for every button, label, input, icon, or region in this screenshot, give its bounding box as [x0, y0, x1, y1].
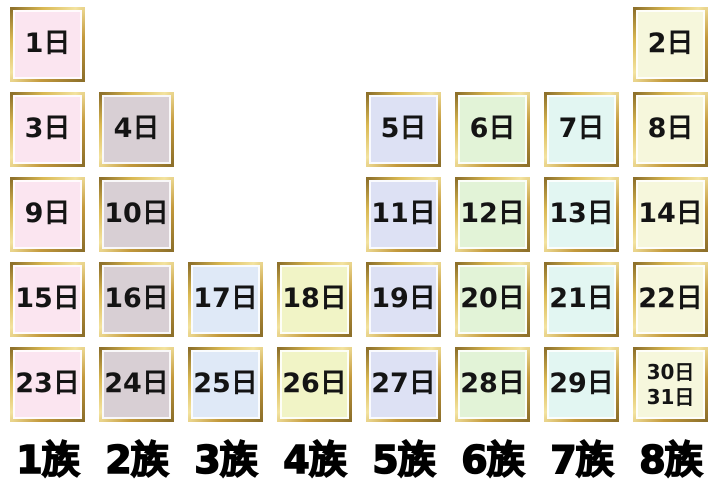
day-label: 18日: [282, 283, 347, 315]
day-cell: 28日: [455, 347, 530, 422]
day-cell: 6日: [455, 92, 530, 167]
day-cell: 26日: [277, 347, 352, 422]
day-cell: 29日: [544, 347, 619, 422]
day-label: 24日: [104, 368, 169, 400]
day-cell: 15日: [10, 262, 85, 337]
day-cell: 21日: [544, 262, 619, 337]
group-label: 1族: [16, 437, 81, 483]
day-cell: 4日: [99, 92, 174, 167]
day-cell: 18日: [277, 262, 352, 337]
day-label: 10日: [104, 198, 169, 230]
day-label: 23日: [15, 368, 80, 400]
day-cell: 24日: [99, 347, 174, 422]
day-label: 3日: [24, 113, 71, 145]
day-cell: 30日 31日: [633, 347, 708, 422]
day-label: 15日: [15, 283, 80, 315]
day-cell: 14日: [633, 177, 708, 252]
day-label: 5日: [380, 113, 427, 145]
day-label: 30日: [646, 359, 695, 384]
day-label: 26日: [282, 368, 347, 400]
day-label: 11日: [371, 198, 436, 230]
day-label: 8日: [647, 113, 694, 145]
day-cell: 16日: [99, 262, 174, 337]
day-cell: 27日: [366, 347, 441, 422]
day-cell: 8日: [633, 92, 708, 167]
day-label: 6日: [469, 113, 516, 145]
day-cell: 9日: [10, 177, 85, 252]
day-cell: 25日: [188, 347, 263, 422]
day-cell: 22日: [633, 262, 708, 337]
group-label: 2族: [105, 437, 170, 483]
day-cell: 1日: [10, 7, 85, 82]
day-label: 25日: [193, 368, 258, 400]
day-cell: 7日: [544, 92, 619, 167]
day-cell: 23日: [10, 347, 85, 422]
day-cell: 3日: [10, 92, 85, 167]
day-cell: 19日: [366, 262, 441, 337]
day-label: 31日: [646, 384, 695, 409]
day-label: 21日: [549, 283, 614, 315]
day-label: 13日: [549, 198, 614, 230]
day-cell: 11日: [366, 177, 441, 252]
day-label: 29日: [549, 368, 614, 400]
day-label: 2日: [647, 28, 694, 60]
day-cell: 2日: [633, 7, 708, 82]
day-label: 17日: [193, 283, 258, 315]
day-cell: 17日: [188, 262, 263, 337]
day-label: 28日: [460, 368, 525, 400]
day-label: 22日: [638, 283, 703, 315]
day-label: 14日: [638, 198, 703, 230]
group-label: 7族: [550, 437, 615, 483]
group-label: 6族: [461, 437, 526, 483]
group-label: 5族: [372, 437, 437, 483]
day-label: 4日: [113, 113, 160, 145]
day-cell: 13日: [544, 177, 619, 252]
group-label: 8族: [639, 437, 704, 483]
day-label: 20日: [460, 283, 525, 315]
day-label: 19日: [371, 283, 436, 315]
day-cell: 20日: [455, 262, 530, 337]
day-label: 12日: [460, 198, 525, 230]
day-cell: 10日: [99, 177, 174, 252]
day-cell: 12日: [455, 177, 530, 252]
day-label: 7日: [558, 113, 605, 145]
day-label: 16日: [104, 283, 169, 315]
group-label: 3族: [194, 437, 259, 483]
day-label: 1日: [24, 28, 71, 60]
day-cell: 5日: [366, 92, 441, 167]
day-label: 9日: [24, 198, 71, 230]
group-label: 4族: [283, 437, 348, 483]
day-label: 27日: [371, 368, 436, 400]
